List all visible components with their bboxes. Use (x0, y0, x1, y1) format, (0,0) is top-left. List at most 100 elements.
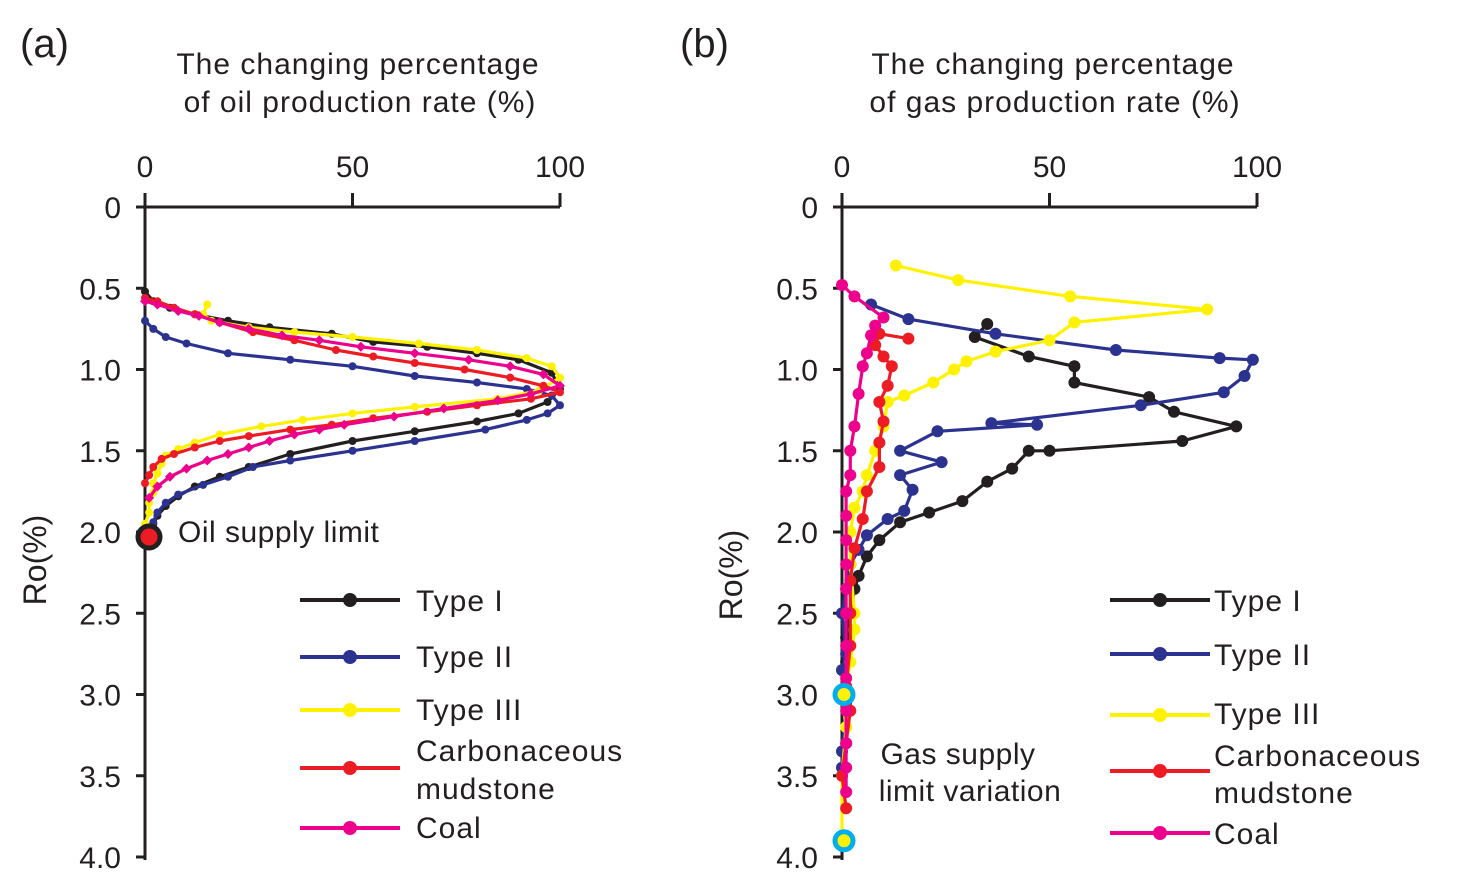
data-point (290, 328, 299, 337)
data-point (840, 639, 853, 652)
data-point (556, 388, 564, 397)
data-point (389, 411, 399, 422)
data-point (852, 387, 865, 400)
data-point (539, 381, 548, 390)
data-point (840, 485, 853, 498)
data-point (906, 483, 919, 496)
data-point (348, 362, 357, 371)
data-point (836, 279, 848, 291)
data-point (348, 437, 357, 445)
data-point (1213, 352, 1226, 365)
data-point (1168, 405, 1180, 418)
series-type-i (836, 318, 1243, 701)
data-point (898, 504, 911, 517)
data-point (952, 274, 965, 287)
data-point (840, 802, 853, 815)
data-point (856, 360, 869, 373)
y-tick-label: 3.5 (79, 761, 121, 794)
data-point (1201, 303, 1214, 316)
data-point (161, 333, 170, 341)
y-tick-label: 2.0 (776, 517, 818, 550)
data-point (856, 513, 869, 525)
legend-item: Type II (1110, 639, 1311, 672)
data-point (873, 396, 886, 408)
data-point (223, 449, 233, 459)
legend-item: Coal (1110, 818, 1279, 851)
data-point (547, 362, 556, 371)
legend-label: Type III (1214, 698, 1320, 731)
data-point (538, 369, 549, 380)
series-type-iii (141, 300, 564, 528)
legend-label: Type II (1214, 639, 1311, 672)
data-point (153, 469, 162, 478)
data-point (1068, 360, 1081, 373)
data-point (164, 471, 175, 482)
data-point (840, 558, 853, 571)
data-point (286, 450, 295, 458)
series-coal (836, 279, 890, 798)
y-tick-label: 0 (104, 192, 121, 225)
legend-swatch-marker (343, 650, 357, 664)
data-point (314, 335, 325, 346)
data-point (902, 332, 915, 345)
series-type-ii (141, 316, 564, 533)
legend-item: Type I (300, 585, 503, 618)
series-group-a (140, 287, 565, 536)
data-point (1230, 420, 1243, 433)
title-line-1-a: The changing percentage (176, 48, 539, 81)
data-point (840, 786, 853, 798)
data-point (153, 508, 162, 517)
data-point (140, 296, 150, 307)
series-group-b (832, 259, 1259, 853)
panel-a: (a) The changing percentage of oil produ… (17, 22, 622, 875)
data-point (339, 419, 350, 430)
data-point (865, 329, 878, 342)
data-point (1109, 344, 1122, 356)
y-tick-label: 1.0 (776, 355, 818, 388)
data-point (1064, 290, 1077, 303)
data-point (1238, 370, 1251, 382)
data-point (923, 506, 936, 519)
data-point (927, 376, 940, 389)
data-point (860, 550, 873, 563)
data-point (840, 534, 853, 547)
data-point (348, 446, 357, 455)
data-point (410, 437, 419, 445)
data-point (410, 427, 419, 436)
data-point (860, 469, 873, 482)
data-point (860, 529, 873, 542)
panel-label-b: (b) (680, 22, 729, 66)
data-point (173, 306, 184, 316)
data-point (877, 415, 890, 428)
data-point (348, 333, 357, 341)
data-point (410, 402, 419, 411)
x-tick-label: 100 (535, 151, 585, 184)
y-tick-label: 1.0 (79, 355, 121, 388)
data-point (202, 455, 213, 466)
legend-label: Type II (416, 641, 513, 674)
legend-label: Type III (416, 694, 522, 727)
panel-label-a: (a) (20, 22, 69, 66)
legend-swatch-marker (343, 821, 357, 835)
data-point (244, 432, 253, 441)
data-point (286, 425, 295, 434)
data-point (145, 508, 154, 517)
data-point (505, 361, 516, 372)
data-point (174, 490, 183, 499)
data-point (215, 430, 224, 439)
y-tick-label: 0 (801, 192, 818, 225)
data-point (522, 354, 531, 363)
data-point (314, 424, 325, 435)
data-point (410, 372, 419, 380)
x-tick-label: 50 (1033, 151, 1066, 184)
panel-b: (b) The changing percentage of gas produ… (680, 22, 1420, 875)
data-point (931, 425, 944, 438)
data-point (289, 429, 300, 440)
series-line (143, 302, 562, 526)
data-point (840, 761, 853, 774)
legend-swatch-marker (343, 703, 357, 717)
axes-b: 0 50 100 0 0.5 1.0 1.5 2.0 2.5 3.0 3.5 4.0 (776, 151, 1282, 875)
data-point (1022, 444, 1035, 457)
data-point (215, 437, 224, 445)
y-tick-label: 4.0 (776, 842, 818, 875)
